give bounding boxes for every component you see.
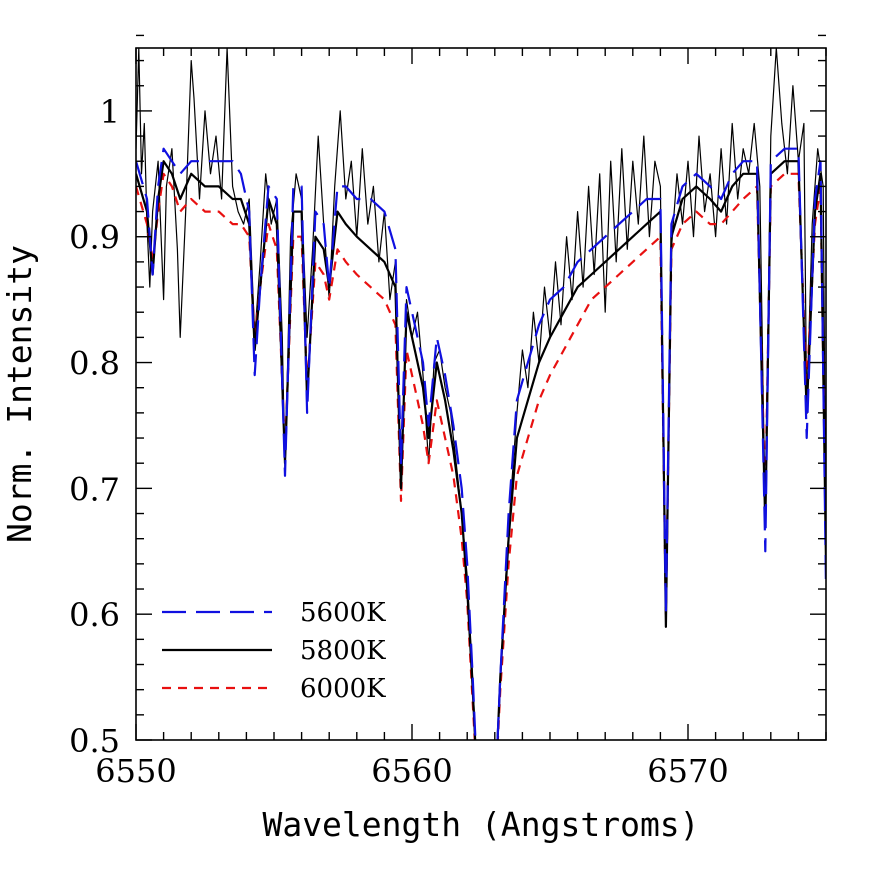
legend-label: 5600K bbox=[300, 598, 386, 628]
y-tick-label: 0.7 bbox=[69, 470, 120, 508]
x-axis-title: Wavelength (Angstroms) bbox=[262, 805, 699, 844]
y-axis: 0.5 0.6 0.7 0.8 0.9 1 bbox=[69, 34, 826, 760]
y-tick-label: 0.9 bbox=[69, 219, 120, 257]
plot-frame bbox=[135, 47, 827, 741]
legend: 5600K 5800K 6000K bbox=[162, 598, 386, 704]
series-line-5800k bbox=[136, 160, 826, 740]
y-tick-label: 1 bbox=[100, 93, 120, 131]
x-tick-label: 6550 bbox=[95, 752, 176, 790]
y-tick-label: 0.6 bbox=[69, 596, 120, 634]
series-line-observed bbox=[136, 48, 826, 740]
y-tick-label: 0.8 bbox=[69, 345, 120, 383]
series-line-5600k bbox=[136, 147, 826, 740]
legend-label: 6000K bbox=[300, 674, 386, 704]
series-line-6000k bbox=[136, 172, 826, 740]
x-tick-label: 6570 bbox=[647, 752, 728, 790]
x-tick-label: 6560 bbox=[371, 752, 452, 790]
y-tick-label: 0.5 bbox=[69, 722, 120, 760]
x-axis: 6550 6560 6570 bbox=[95, 48, 827, 790]
series-layer bbox=[136, 48, 826, 740]
legend-label: 5800K bbox=[300, 636, 386, 666]
y-axis-title: Norm. Intensity bbox=[0, 245, 39, 543]
